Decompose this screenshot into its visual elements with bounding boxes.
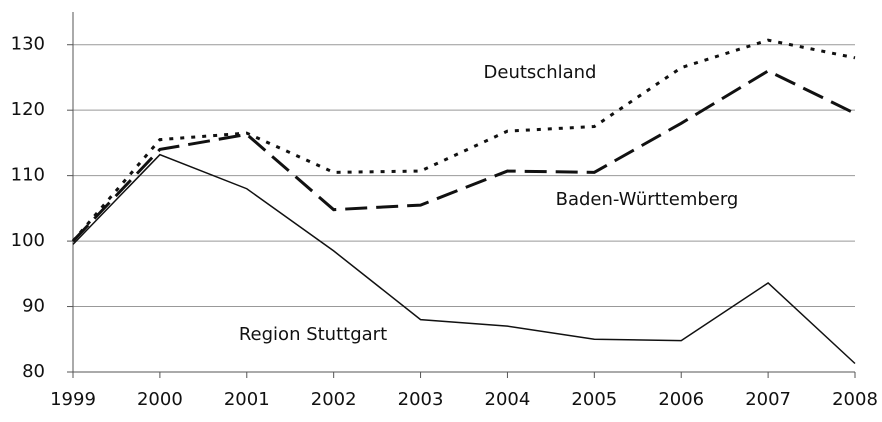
y-tick-label: 120 [11, 99, 45, 120]
x-tick-label: 2008 [832, 389, 878, 410]
series-label: Region Stuttgart [239, 324, 387, 345]
series-line [71, 69, 856, 243]
series-label: Baden-Württemberg [556, 189, 739, 210]
x-tick-label: 2005 [571, 389, 617, 410]
series-label: Deutschland [484, 62, 597, 83]
x-tick-label: 2006 [658, 389, 704, 410]
y-tick-label: 130 [11, 34, 45, 55]
x-tick-label: 1999 [50, 389, 96, 410]
y-tick-label: 80 [22, 361, 45, 382]
y-tick-label: 110 [11, 165, 45, 186]
x-tick-label: 2003 [398, 389, 444, 410]
x-tick-label: 2000 [137, 389, 183, 410]
x-tick-label: 2004 [485, 389, 531, 410]
x-tick-label: 2001 [224, 389, 270, 410]
x-tick-label: 2007 [745, 389, 791, 410]
x-tick-label: 2002 [311, 389, 357, 410]
series-line [71, 38, 856, 243]
y-tick-label: 90 [22, 296, 45, 317]
y-tick-label: 100 [11, 230, 45, 251]
series-line [72, 153, 856, 365]
